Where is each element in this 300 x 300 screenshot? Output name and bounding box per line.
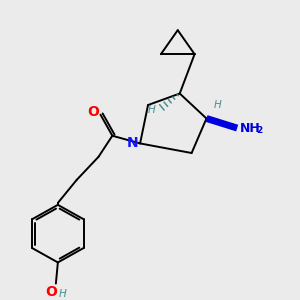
Text: O: O bbox=[88, 105, 100, 119]
Text: H: H bbox=[214, 100, 221, 110]
Text: H: H bbox=[59, 289, 67, 299]
Text: H: H bbox=[148, 105, 156, 115]
Text: 2: 2 bbox=[256, 126, 262, 135]
Text: NH: NH bbox=[240, 122, 261, 135]
Text: N: N bbox=[126, 136, 138, 150]
Text: O: O bbox=[45, 285, 57, 299]
